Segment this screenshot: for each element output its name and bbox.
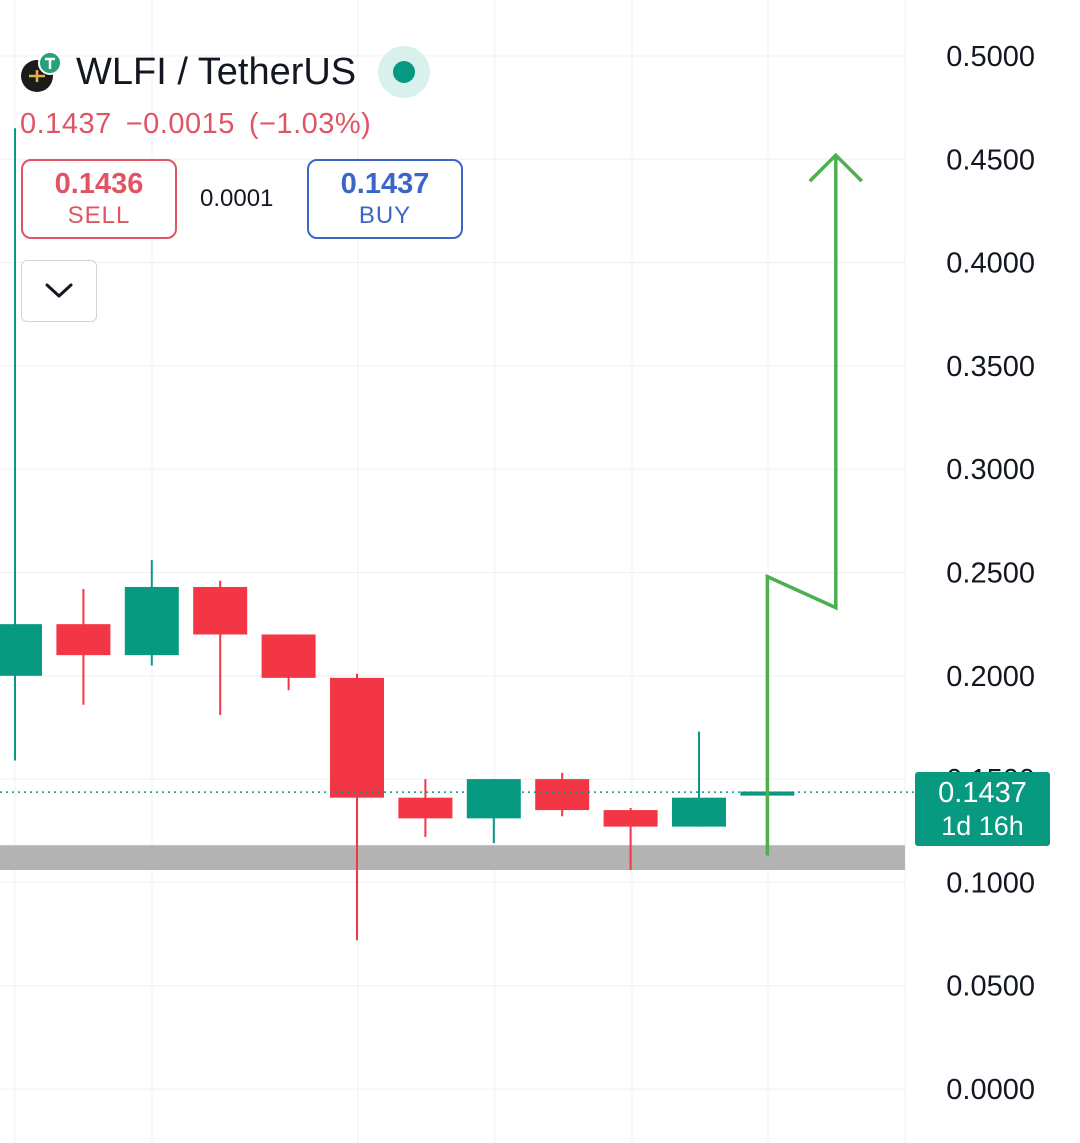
projection-arrow-line [765,155,838,856]
y-axis-tick-label: 0.2500 [946,558,1035,590]
candle-body [193,586,248,635]
bar-countdown: 1d 16h [941,811,1024,841]
price-summary: 0.1437 −0.0015 (−1.03%) [20,108,385,141]
wlfi-coin-logo-icon [20,51,62,93]
price-change-percent: (−1.03%) [248,108,372,140]
y-axis-tick-label: 0.4000 [946,248,1035,280]
candle-body [330,677,384,798]
y-axis-tick-label: 0.5000 [946,41,1035,73]
collapse-toggle-button[interactable] [21,260,97,322]
y-axis-tick-label: 0.2000 [946,661,1035,693]
candle-body [466,779,521,819]
sell-price: 0.1436 [54,168,144,200]
price-change: −0.0015 [125,108,235,140]
y-axis-tick-label: 0.3000 [946,454,1035,486]
buy-price: 0.1437 [340,168,430,200]
y-axis-tick-label: 0.0000 [946,1074,1035,1106]
current-price-value: 0.1437 [938,777,1027,809]
candle-body [535,779,590,811]
symbol-header[interactable]: WLFI / TetherUS [20,46,431,98]
candle-body [672,797,726,827]
y-axis-tick-label: 0.4500 [946,144,1035,176]
support-zone [0,845,905,871]
sell-label: SELL [67,202,131,229]
buy-button[interactable]: 0.1437 BUY [307,159,463,239]
y-axis-tick-label: 0.0500 [946,971,1035,1003]
market-status-indicator [378,46,431,98]
sell-button[interactable]: 0.1436 SELL [21,159,177,239]
last-price: 0.1437 [20,108,112,140]
candle-body [261,634,316,678]
candle-body [603,810,658,827]
spread-value: 0.0001 [200,185,274,212]
candle-body [398,797,453,819]
candle-body [0,624,42,676]
y-axis-tick-label: 0.3500 [946,351,1035,383]
candle-body [124,586,179,656]
symbol-title: WLFI / TetherUS [76,50,357,93]
candle-body [56,624,111,656]
current-price-tag: 0.1437 1d 16h [915,772,1050,846]
y-axis-tick-label: 0.1000 [946,867,1035,899]
buy-label: BUY [358,202,412,229]
chevron-down-icon [45,283,73,298]
market-open-dot-icon [393,61,416,83]
projection-arrowhead-icon [808,152,864,183]
